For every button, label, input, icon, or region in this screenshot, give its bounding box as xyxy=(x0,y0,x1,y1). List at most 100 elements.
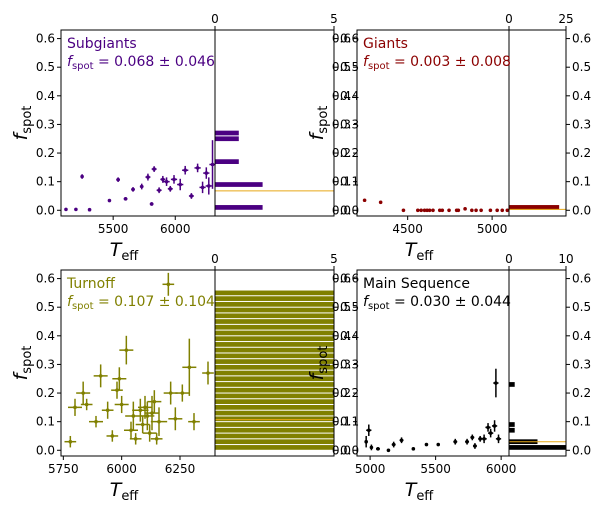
data-point xyxy=(416,208,420,213)
data-point xyxy=(106,430,119,442)
data-point xyxy=(150,433,163,445)
hist-bar xyxy=(215,416,334,422)
point-marker xyxy=(143,405,147,410)
point-marker xyxy=(119,402,124,407)
data-point xyxy=(151,166,157,172)
point-marker xyxy=(189,194,194,198)
data-point xyxy=(425,208,429,213)
annotation-value: fspot = 0.107 ± 0.104 xyxy=(67,294,215,312)
data-point xyxy=(472,443,477,449)
data-point xyxy=(138,395,152,419)
data-point xyxy=(376,447,380,451)
point-marker xyxy=(157,419,161,424)
point-marker xyxy=(123,197,128,201)
point-marker xyxy=(110,434,115,438)
point-marker xyxy=(133,437,138,441)
hist-bar xyxy=(215,353,334,359)
data-point xyxy=(101,401,114,419)
data-point xyxy=(203,167,210,179)
hist-bar xyxy=(215,399,334,404)
hist-axes-frame xyxy=(214,269,335,457)
point-marker xyxy=(482,437,486,441)
hist-bar xyxy=(215,404,334,410)
y-tick-label: 0.1 xyxy=(36,415,55,429)
y-tick-label-right: 0.0 xyxy=(572,443,591,457)
hist-tick-label: 10 xyxy=(558,252,573,266)
hist-bar xyxy=(215,364,334,370)
data-point xyxy=(188,193,194,199)
point-marker xyxy=(172,177,176,182)
data-point xyxy=(456,208,461,213)
y-tick-label: 0.5 xyxy=(332,300,351,314)
point-marker xyxy=(204,171,209,175)
point-marker xyxy=(495,208,499,213)
point-marker xyxy=(195,166,200,170)
point-marker xyxy=(183,168,187,173)
y-tick-label-right: 0.2 xyxy=(340,386,359,400)
y-tick-label-right: 0.5 xyxy=(572,60,591,74)
point-marker xyxy=(488,208,493,213)
point-marker xyxy=(479,208,483,213)
point-marker xyxy=(168,187,173,191)
y-tick-label: 0.0 xyxy=(332,203,351,217)
data-point xyxy=(129,433,142,445)
hist-bar xyxy=(215,130,239,136)
y-tick-label: 0.2 xyxy=(36,386,55,400)
point-marker xyxy=(192,419,196,424)
point-marker xyxy=(206,371,210,375)
data-point xyxy=(488,208,493,213)
point-marker xyxy=(161,177,165,182)
hist-bar xyxy=(215,313,334,319)
data-point xyxy=(68,398,82,416)
hist-bar xyxy=(509,427,515,433)
data-point xyxy=(481,434,487,444)
data-point xyxy=(156,187,162,194)
y-tick-label: 0.4 xyxy=(36,89,55,103)
hist-bar xyxy=(215,387,334,393)
point-marker xyxy=(150,411,154,415)
y-axis-label: fspot xyxy=(10,106,35,141)
data-point xyxy=(177,178,184,191)
point-marker xyxy=(145,414,150,418)
hist-bar xyxy=(215,336,334,342)
y-tick-label: 0.0 xyxy=(36,203,55,217)
y-tick-label: 0.2 xyxy=(332,386,351,400)
data-point xyxy=(470,434,475,441)
y-tick-label: 0.3 xyxy=(332,357,351,371)
y-tick-label-right: 0.6 xyxy=(572,32,591,46)
y-tick-label-right: 0.1 xyxy=(340,415,359,429)
data-point xyxy=(162,272,175,296)
x-tick-label: 5000 xyxy=(477,222,508,236)
annotation-value: fspot = 0.030 ± 0.044 xyxy=(363,294,511,312)
data-point xyxy=(431,208,435,213)
point-marker xyxy=(474,208,478,213)
data-point xyxy=(111,381,123,399)
hist-bar xyxy=(215,382,334,387)
data-point xyxy=(107,198,112,203)
data-point xyxy=(139,183,144,190)
point-marker xyxy=(206,184,211,188)
data-point xyxy=(463,207,467,211)
point-marker xyxy=(453,439,458,444)
data-point xyxy=(391,441,396,448)
point-marker xyxy=(74,207,78,212)
point-marker xyxy=(505,208,510,213)
y-tick-label-right: 0.0 xyxy=(340,443,359,457)
y-tick-label: 0.6 xyxy=(332,32,351,46)
data-point xyxy=(76,381,91,405)
point-marker xyxy=(424,442,429,447)
point-marker xyxy=(488,431,493,435)
data-point xyxy=(199,181,206,194)
data-point xyxy=(80,398,93,411)
hist-bar xyxy=(509,422,515,427)
data-point xyxy=(87,207,92,212)
point-marker xyxy=(146,175,150,179)
hist-bar xyxy=(509,205,560,210)
point-marker xyxy=(492,424,497,428)
y-tick-label-right: 0.3 xyxy=(572,117,591,131)
y-tick-label: 0.4 xyxy=(36,329,55,343)
y-tick-label: 0.5 xyxy=(332,60,351,74)
x-tick-label: 5750 xyxy=(48,462,79,476)
data-point xyxy=(447,208,451,213)
